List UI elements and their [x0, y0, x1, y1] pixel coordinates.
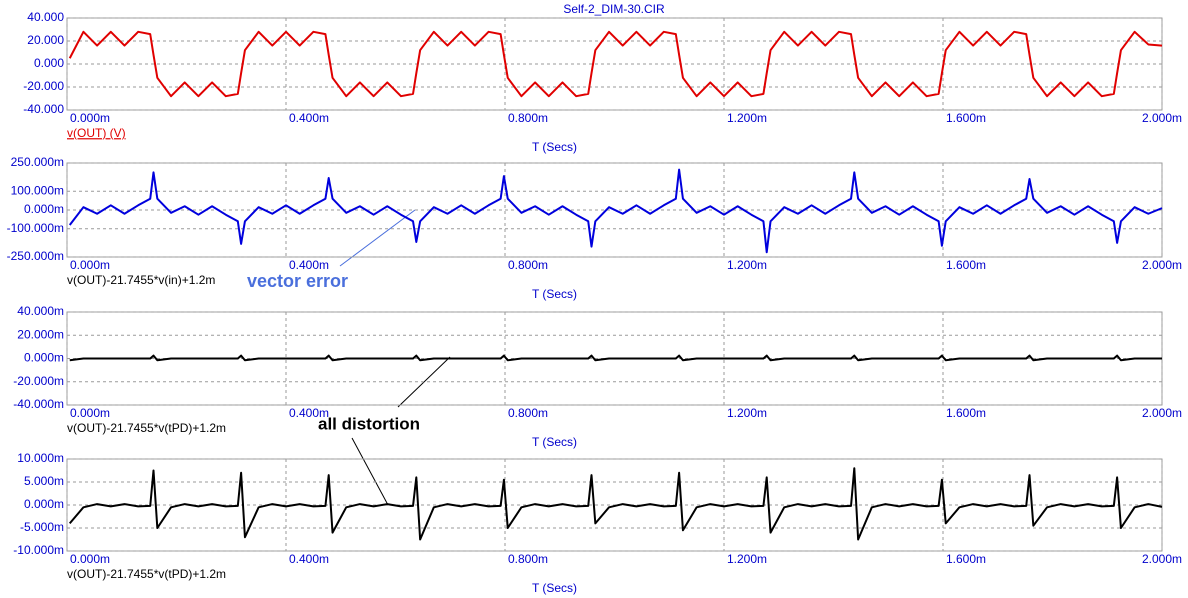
series-line: [68, 168, 1163, 254]
y-tick-label: -100.000m: [7, 221, 64, 235]
x-tick-label: 0.400m: [289, 406, 329, 420]
annotation-arrow: [339, 209, 416, 267]
y-tick-label: -250.000m: [7, 249, 64, 263]
y-tick-label: 40.000m: [17, 304, 64, 318]
y-tick-label: 5.000m: [24, 474, 64, 488]
x-tick-label: 0.000m: [70, 552, 110, 566]
y-tick-label: -40.000m: [13, 397, 64, 411]
x-tick-label: 2.000m: [1142, 406, 1182, 420]
x-tick-label: 2.000m: [1142, 552, 1182, 566]
y-tick-label: 40.000: [27, 10, 64, 24]
y-tick-label: -10.000m: [13, 543, 64, 557]
series-line: [69, 354, 1162, 362]
x-axis-label: T (Secs): [532, 581, 577, 595]
x-tick-label: 0.400m: [289, 111, 329, 125]
series-line: [68, 30, 1163, 98]
x-tick-label: 0.000m: [70, 406, 110, 420]
y-tick-label: 100.000m: [11, 183, 64, 197]
x-tick-label: 1.200m: [727, 258, 767, 272]
x-tick-label: 1.600m: [946, 258, 986, 272]
x-tick-label: 2.000m: [1142, 111, 1182, 125]
chart-title: Self-2_DIM-30.CIR: [563, 2, 665, 16]
x-axis-label: T (Secs): [532, 140, 577, 154]
y-tick-label: 250.000m: [11, 155, 64, 169]
y-tick-label: 0.000m: [24, 202, 64, 216]
x-tick-label: 0.800m: [508, 111, 548, 125]
x-tick-label: 0.000m: [70, 111, 110, 125]
x-axis-label: T (Secs): [532, 287, 577, 301]
y-tick-label: 0.000m: [24, 497, 64, 511]
legend-label: v(OUT)-21.7455*v(tPD)+1.2m: [67, 567, 226, 581]
x-tick-label: 1.600m: [946, 406, 986, 420]
annotation: vector error: [247, 271, 348, 291]
annotation-arrow: [351, 437, 389, 506]
series-line: [68, 467, 1163, 541]
x-tick-label: 0.000m: [70, 258, 110, 272]
x-tick-label: 1.600m: [946, 552, 986, 566]
y-tick-label: 0.000m: [24, 351, 64, 365]
x-tick-label: 1.200m: [727, 111, 767, 125]
x-axis-label: T (Secs): [532, 435, 577, 449]
y-tick-label: 20.000m: [17, 327, 64, 341]
legend-label: v(OUT) (V): [67, 126, 126, 140]
x-tick-label: 0.400m: [289, 552, 329, 566]
y-tick-label: -40.000: [23, 102, 64, 116]
y-tick-label: 0.000: [34, 56, 64, 70]
annotation: all distortion: [318, 414, 420, 433]
legend-label: v(OUT)-21.7455*v(in)+1.2m: [67, 273, 215, 287]
x-tick-label: 1.200m: [727, 406, 767, 420]
y-tick-label: -5.000m: [20, 520, 64, 534]
y-tick-label: 20.000: [27, 33, 64, 47]
x-tick-label: 0.800m: [508, 258, 548, 272]
x-tick-label: 0.800m: [508, 406, 548, 420]
legend-label: v(OUT)-21.7455*v(tPD)+1.2m: [67, 421, 226, 435]
x-tick-label: 1.600m: [946, 111, 986, 125]
y-tick-label: 10.000m: [17, 451, 64, 465]
x-tick-label: 1.200m: [727, 552, 767, 566]
x-tick-label: 0.400m: [289, 258, 329, 272]
y-tick-label: -20.000m: [13, 374, 64, 388]
y-tick-label: -20.000: [23, 79, 64, 93]
x-tick-label: 2.000m: [1142, 258, 1182, 272]
x-tick-label: 0.800m: [508, 552, 548, 566]
